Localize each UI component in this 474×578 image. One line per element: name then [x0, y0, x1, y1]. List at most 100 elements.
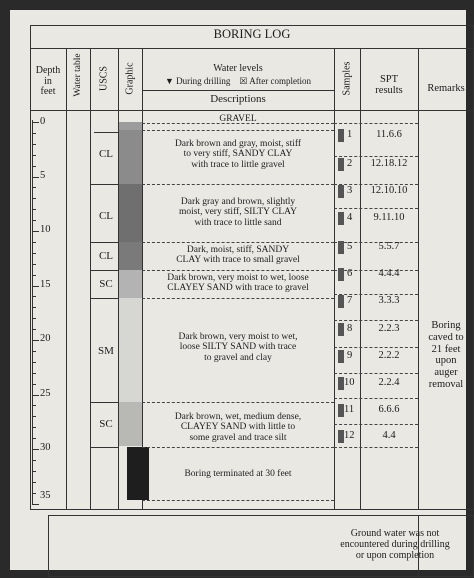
depth-header: Depth in feet — [35, 65, 61, 97]
depth-tick — [32, 438, 36, 440]
depth-tick — [32, 350, 36, 352]
graphic-sc-1 — [119, 270, 142, 298]
during-drilling-label: ▼ During drilling — [165, 76, 231, 86]
spt-7: 3.3.3 — [378, 295, 400, 306]
title-divider — [30, 48, 474, 49]
graphic-gravel — [119, 122, 142, 130]
sample-num-1: 1 — [347, 129, 353, 140]
desc-clayey-sand-1: Dark brown, very moist to wet, loose CLAY… — [167, 273, 309, 294]
depth-tick — [32, 209, 36, 211]
sample-bar-6 — [338, 268, 344, 281]
desc-silty-clay: Dark gray and brown, slightly moist, very… — [178, 197, 298, 228]
spt-5: 5.5.7 — [378, 241, 400, 252]
spt-6: 4.4.4 — [378, 268, 400, 279]
after-completion-label: ☒ After completion — [239, 76, 311, 86]
depth-tick — [32, 220, 36, 222]
desc-sandy-clay: Dark brown and gray, moist, stiff to very… — [174, 139, 302, 170]
sample-num-11: 11 — [344, 404, 355, 415]
desc-gravel: GRAVEL — [219, 114, 257, 124]
sample-num-10: 10 — [344, 377, 355, 388]
depth-label-0: 0 — [40, 116, 46, 127]
header-divider — [30, 110, 474, 111]
water-table-header: Water table — [73, 53, 83, 97]
depth-tick — [32, 176, 39, 178]
depth-tick — [32, 263, 36, 265]
remarks-text: Boring caved to 21 feet upon auger removal — [428, 320, 464, 390]
depth-tick — [32, 296, 36, 298]
uscs-sc-2: SC — [99, 418, 113, 430]
samples-header: Samples — [341, 61, 353, 96]
spt-11: 6.6.6 — [378, 404, 400, 415]
sample-num-9: 9 — [347, 350, 353, 361]
sample-bar-3 — [338, 185, 344, 198]
sample-bar-11 — [338, 404, 344, 417]
depth-tick — [32, 449, 39, 450]
graphic-cl-3 — [119, 242, 142, 270]
depth-tick — [32, 503, 39, 505]
depth-tick — [32, 427, 36, 429]
depth-tick — [32, 318, 36, 320]
graphic-cl-2 — [119, 184, 142, 242]
uscs-sm: SM — [98, 345, 114, 357]
depth-tick — [32, 405, 36, 407]
sample-num-7: 7 — [347, 295, 353, 306]
sample-bar-10 — [338, 377, 344, 390]
depth-label-25: 25 — [40, 388, 51, 399]
sample-num-12: 12 — [344, 430, 355, 441]
graphic-header: Graphic — [124, 62, 136, 95]
depth-label-30: 30 — [40, 442, 51, 453]
depth-tick — [32, 241, 36, 243]
sample-bar-5 — [338, 241, 344, 254]
uscs-sc-1: SC — [99, 278, 113, 290]
sample-num-8: 8 — [347, 323, 353, 334]
depth-tick — [32, 285, 39, 287]
depth-tick — [32, 132, 36, 134]
spt-10: 2.2.4 — [378, 377, 400, 388]
water-levels-header: Water levels — [213, 63, 263, 74]
sample-bar-2 — [338, 158, 344, 171]
sample-num-4: 4 — [347, 212, 353, 223]
depth-label-5: 5 — [40, 170, 46, 181]
depth-tick — [32, 383, 36, 385]
uscs-cl-1: CL — [98, 148, 114, 160]
depth-tick — [32, 394, 39, 396]
depth-tick — [32, 307, 36, 309]
uscs-cl-2: CL — [98, 210, 114, 222]
spt-3: 12.10.10 — [370, 185, 408, 196]
sample-num-5: 5 — [347, 241, 353, 252]
desc-silty-sand: Dark brown, very moist to wet, loose SILT… — [178, 332, 298, 363]
depth-tick — [32, 492, 36, 494]
water-levels-legend: ▼ During drilling ☒ After completion — [142, 76, 334, 86]
depth-tick — [32, 231, 39, 232]
uscs-header: USCS — [98, 66, 110, 92]
uscs-cl-3: CL — [98, 250, 114, 262]
desc-clayey-sand-2: Dark brown, wet, medium dense, CLAYEY SAN… — [174, 412, 302, 443]
boring-log-sheet: BORING LOG Depth in feet Water table USCS … — [10, 10, 474, 577]
spt-2: 12.18.12 — [370, 158, 408, 169]
depth-label-10: 10 — [40, 224, 51, 235]
depth-label-35: 35 — [40, 490, 51, 501]
graphic-sc-2 — [119, 402, 142, 446]
depth-tick — [32, 198, 36, 200]
sample-bar-8 — [338, 323, 344, 336]
sample-num-3: 3 — [347, 185, 353, 196]
depth-tick — [32, 143, 36, 145]
graphic-terminated — [127, 447, 149, 500]
groundwater-note: Ground water was not encountered during d… — [340, 528, 450, 562]
sample-bar-12 — [338, 430, 344, 443]
depth-tick — [32, 252, 36, 254]
spt-header: SPT results — [375, 74, 403, 97]
desc-dark-sandy-clay: Dark, moist, stiff, SANDY CLAY with trace… — [176, 245, 300, 266]
depth-label-20: 20 — [40, 333, 51, 344]
depth-tick — [32, 329, 36, 331]
depth-tick — [32, 416, 36, 418]
spt-4: 9.11.10 — [373, 212, 405, 223]
depth-label-15: 15 — [40, 279, 51, 290]
sample-bar-1 — [338, 129, 344, 142]
sample-bar-4 — [338, 212, 344, 225]
sample-num-2: 2 — [347, 158, 353, 169]
desc-terminated: Boring terminated at 30 feet — [184, 469, 292, 479]
spt-9: 2.2.2 — [378, 350, 400, 361]
depth-tick — [32, 470, 36, 472]
spt-8: 2.2.3 — [378, 323, 400, 334]
